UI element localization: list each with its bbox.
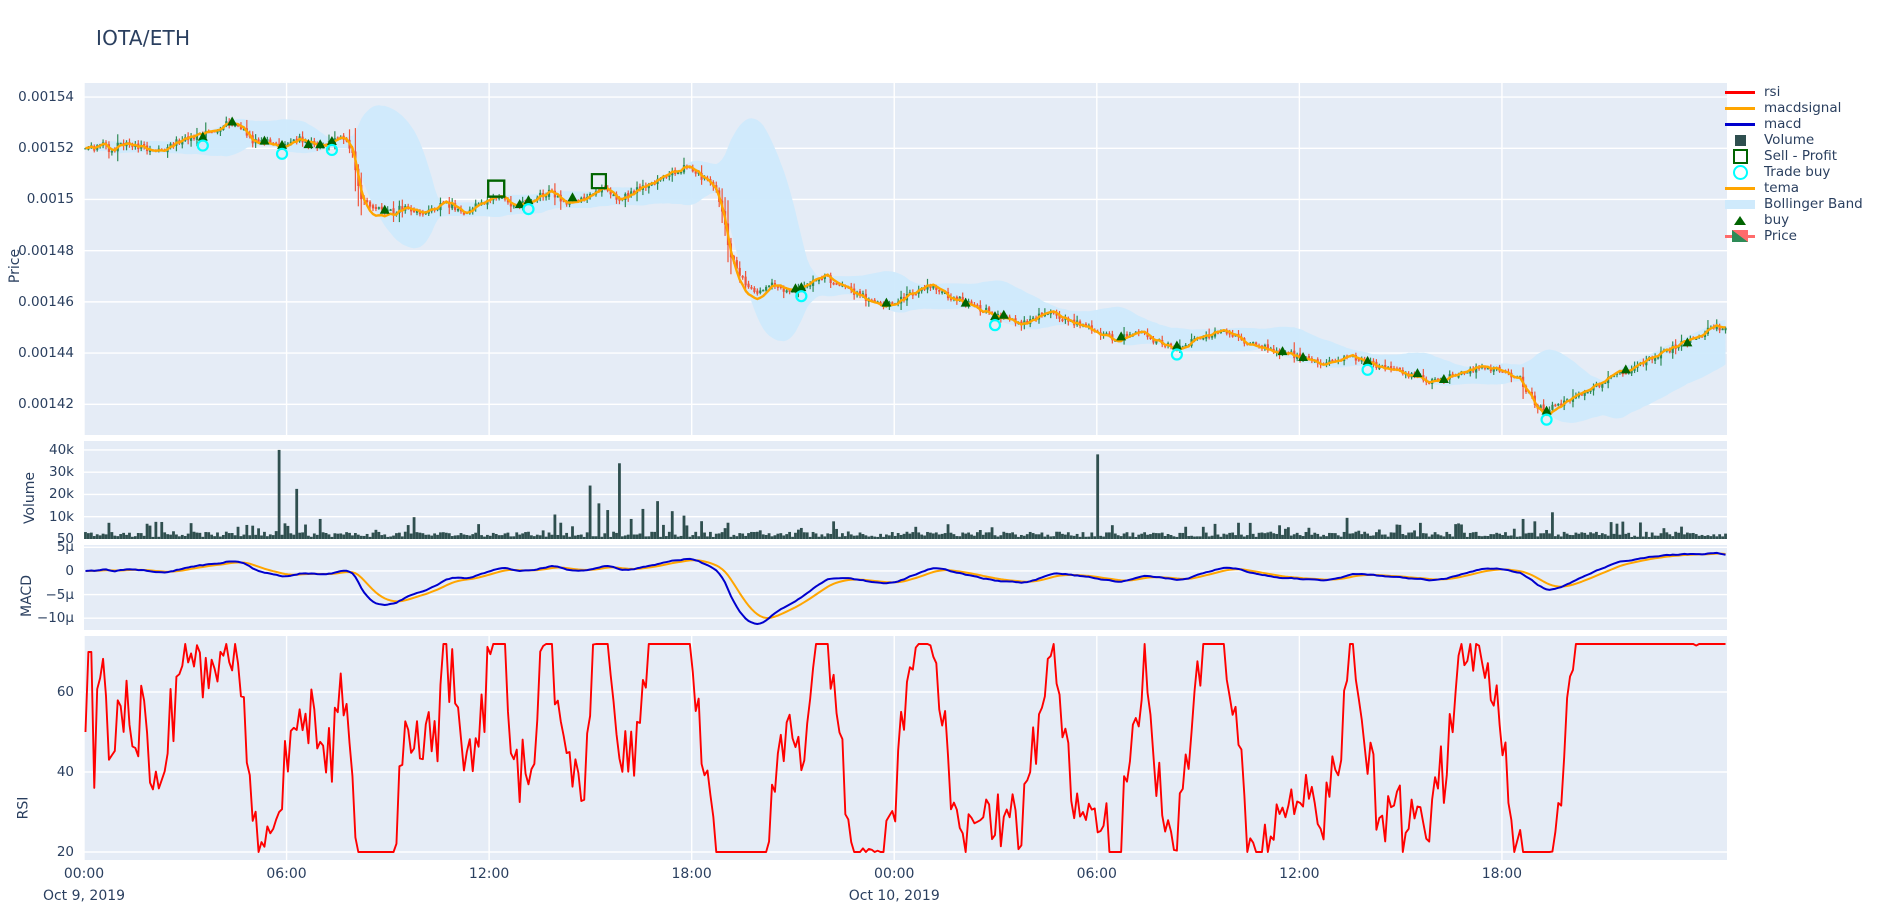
x-tick-label: 06:00 xyxy=(1076,866,1117,882)
volume-y-tick-label: 50 xyxy=(56,530,74,547)
legend-item-bollinger-band[interactable]: Bollinger Band xyxy=(1723,196,1888,212)
price-chart-svg xyxy=(84,83,1727,435)
triangle-up-icon xyxy=(1723,212,1757,228)
x-tick-label: 18:00 xyxy=(671,866,712,882)
x-date-label: Oct 10, 2019 xyxy=(848,888,940,904)
rsi-chart-svg xyxy=(84,636,1727,860)
macd-y-tick-label: −10μ xyxy=(36,610,74,627)
volume-y-tick-label: 30k xyxy=(49,464,74,481)
legend-item-price[interactable]: Price xyxy=(1723,228,1888,244)
legend-item-volume[interactable]: Volume xyxy=(1723,132,1888,148)
price-y-tick-label: 0.00144 xyxy=(18,345,74,362)
x-tick-label: 12:00 xyxy=(1279,866,1320,882)
legend-label: Bollinger Band xyxy=(1764,196,1863,212)
x-date-label: Oct 9, 2019 xyxy=(42,888,126,904)
volume-y-tick-label: 40k xyxy=(49,441,74,458)
filled-square-icon xyxy=(1723,132,1757,148)
macd-y-tick-label: 5μ xyxy=(56,539,74,556)
legend-item-buy[interactable]: buy xyxy=(1723,212,1888,228)
page-title: IOTA/ETH xyxy=(96,26,191,50)
legend-label: tema xyxy=(1764,180,1800,196)
rsi-y-tick-label: 60 xyxy=(56,684,74,700)
legend-label: Trade buy xyxy=(1764,164,1831,180)
line-icon xyxy=(1723,116,1757,132)
rsi-plot-area xyxy=(84,636,1727,860)
price-plot-area xyxy=(84,83,1727,435)
macd-y-tick-label: −5μ xyxy=(45,586,75,603)
price-y-tick-label: 0.00152 xyxy=(18,140,74,157)
open-square-icon xyxy=(1723,148,1757,164)
price-y-tick-label: 0.00142 xyxy=(18,396,74,413)
macd-chart-svg xyxy=(84,546,1727,625)
price-y-tick-label: 0.00146 xyxy=(18,293,74,310)
macd-plot-area xyxy=(84,545,1727,630)
x-tick-label: 18:00 xyxy=(1481,866,1523,882)
legend-item-macdsignal[interactable]: macdsignal xyxy=(1723,100,1888,116)
band-swatch-icon xyxy=(1723,196,1757,212)
legend-label: Sell - Profit xyxy=(1764,148,1838,164)
line-icon xyxy=(1723,84,1757,100)
legend-label: buy xyxy=(1764,212,1790,228)
x-tick-label: 06:00 xyxy=(266,866,307,882)
candlestick-icon xyxy=(1723,228,1757,244)
open-circle-icon xyxy=(1723,164,1757,180)
macd-y-tick-label: 0 xyxy=(65,562,74,579)
rsi-y-tick-label: 40 xyxy=(56,764,74,780)
x-tick-label: 12:00 xyxy=(468,866,510,882)
chart-legend[interactable]: rsi macdsignal macd Volume Sell - Profit Trad… xyxy=(1723,84,1888,244)
legend-item-sell-profit[interactable]: Sell - Profit xyxy=(1723,148,1888,164)
rsi-y-tick-label: 20 xyxy=(56,844,74,860)
x-tick-label: 00:00 xyxy=(63,866,105,882)
legend-item-trade-buy[interactable]: Trade buy xyxy=(1723,164,1888,180)
legend-label: macd xyxy=(1764,116,1802,132)
volume-y-tick-label: 10k xyxy=(49,508,74,525)
legend-item-tema[interactable]: tema xyxy=(1723,180,1888,196)
price-y-tick-label: 0.00148 xyxy=(18,242,74,259)
rsi-axis-title: RSI xyxy=(15,796,32,820)
legend-item-macd[interactable]: macd xyxy=(1723,116,1888,132)
volume-chart-svg xyxy=(84,449,1727,539)
volume-y-tick-label: 20k xyxy=(49,486,74,503)
volume-plot-area xyxy=(84,441,1727,539)
legend-label: Volume xyxy=(1764,132,1815,148)
line-icon xyxy=(1723,100,1757,116)
price-y-tick-label: 0.00154 xyxy=(18,89,74,106)
legend-label: rsi xyxy=(1764,84,1781,100)
line-icon xyxy=(1723,180,1757,196)
legend-label: Price xyxy=(1764,228,1797,244)
price-y-tick-label: 0.0015 xyxy=(26,191,74,208)
legend-item-rsi[interactable]: rsi xyxy=(1723,84,1888,100)
x-tick-label: 00:00 xyxy=(874,866,915,882)
legend-label: macdsignal xyxy=(1764,100,1842,116)
